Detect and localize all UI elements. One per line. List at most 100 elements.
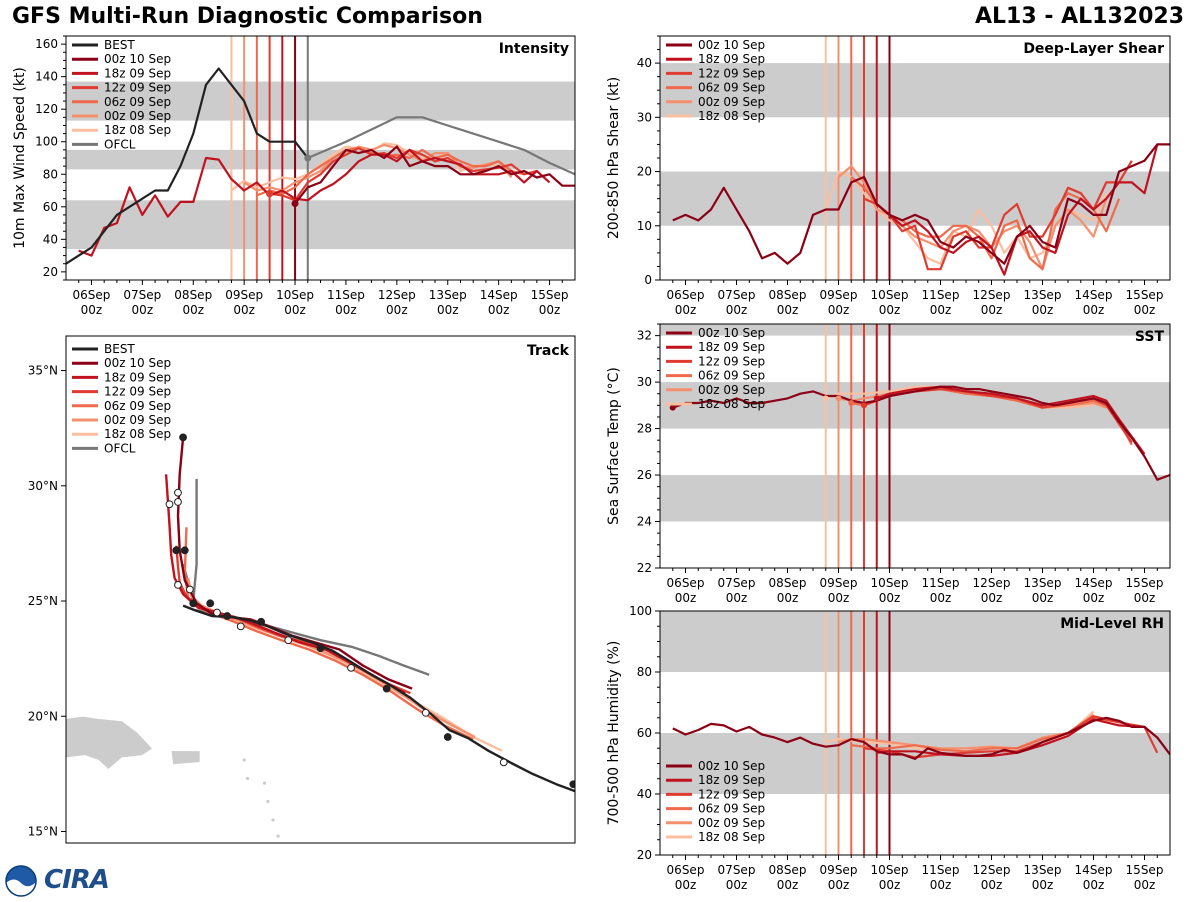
sst-y-tick-label: 22 (637, 561, 652, 575)
shear-band (660, 63, 1170, 118)
track-marker-open (236, 622, 245, 631)
sst-panel-title: SST (1135, 329, 1165, 345)
intensity-y-tick-label: 20 (43, 265, 58, 279)
rh-series-group (672, 710, 1170, 761)
rh-x-tick-label: 07Sep (718, 863, 756, 877)
track-legend-label: BEST (104, 342, 135, 356)
track-line (183, 527, 474, 741)
shear-x-tick-label: 09Sep (820, 288, 858, 302)
sst-y-tick-label: 28 (637, 422, 652, 436)
intensity-band (66, 81, 575, 121)
rh-x-tick-label: 00z (828, 878, 850, 892)
storm-id-title: AL13 - AL132023 (975, 4, 1184, 29)
track-marker-open (347, 663, 355, 672)
rh-x-tick-label: 14Sep (1075, 863, 1113, 877)
intensity-legend-label: 00z 10 Sep (104, 52, 171, 66)
track-legend-label: 18z 08 Sep (104, 427, 171, 441)
sst-y-tick-label: 26 (637, 468, 652, 482)
track-line (182, 604, 575, 793)
shear-x-tick-label: 11Sep (922, 288, 960, 302)
sst-x-tick-label: 00z (726, 591, 748, 605)
intensity-init-marker (266, 190, 274, 198)
intensity-legend-label: 18z 08 Sep (104, 123, 171, 137)
rh-series-line (838, 713, 1095, 750)
sst-x-tick-label: 00z (675, 591, 697, 605)
shear-x-tick-label: 00z (777, 303, 799, 317)
island-shape (271, 818, 275, 822)
sst-x-tick-label: 06Sep (667, 576, 705, 590)
intensity-x-tick-label: 00z (437, 303, 459, 317)
shear-legend-label: 12z 09 Sep (698, 66, 765, 80)
rh-x-tick-label: 12Sep (973, 863, 1011, 877)
rh-x-tick-label: 00z (930, 878, 952, 892)
track-legend-label: 00z 09 Sep (104, 413, 171, 427)
intensity-x-tick-label: 00z (386, 303, 408, 317)
intensity-x-tick-label: 14Sep (480, 288, 518, 302)
shear-x-tick-label: 12Sep (973, 288, 1011, 302)
intensity-x-tick-label: 00z (284, 303, 306, 317)
rh-x-tick-label: 00z (981, 878, 1003, 892)
rh-legend-label: 06z 09 Sep (698, 802, 765, 816)
shear-x-tick-label: 00z (1032, 303, 1054, 317)
shear-panel-title: Deep-Layer Shear (1023, 41, 1164, 57)
track-legend-label: 06z 09 Sep (104, 399, 171, 413)
rh-x-tick-label: 00z (879, 878, 901, 892)
sst-x-tick-label: 13Sep (1024, 576, 1062, 590)
intensity-y-tick-label: 160 (35, 37, 58, 51)
track-legend-label: OFCL (104, 441, 136, 455)
shear-series-line (672, 143, 1170, 265)
track-marker-open (284, 636, 293, 645)
shear-x-tick-label: 00z (726, 303, 748, 317)
track-line (187, 577, 476, 739)
noaa-cira-logo: CIRA (4, 864, 114, 898)
rh-x-tick-label: 09Sep (820, 863, 858, 877)
shear-y-tick-label: 30 (637, 110, 652, 124)
island-shape (245, 776, 250, 781)
sst-x-tick-label: 00z (777, 591, 799, 605)
intensity-x-tick-label: 00z (233, 303, 255, 317)
sst-x-tick-label: 08Sep (769, 576, 807, 590)
sst-x-tick-label: 09Sep (820, 576, 858, 590)
track-marker-filled (569, 780, 575, 789)
intensity-y-tick-label: 120 (35, 102, 58, 116)
intensity-legend-label: BEST (104, 38, 135, 52)
shear-y-tick-label: 0 (644, 273, 652, 287)
sst-legend-label: 18z 09 Sep (698, 340, 765, 354)
rh-panel-title: Mid-Level RH (1060, 616, 1164, 632)
sst-x-tick-label: 00z (828, 591, 850, 605)
track-marker-open (174, 580, 182, 589)
island-shape (262, 781, 267, 785)
rh-x-tick-label: 11Sep (922, 863, 960, 877)
island-shape (242, 758, 246, 762)
rh-legend-label: 18z 09 Sep (698, 773, 765, 787)
rh-x-tick-label: 10Sep (871, 863, 909, 877)
track-frame (65, 335, 576, 844)
rh-panel: 06Sep00z07Sep00z08Sep00z09Sep00z10Sep00z… (606, 604, 1171, 892)
sst-y-axis-label: Sea Surface Temp (°C) (606, 367, 622, 525)
track-marker-filled (206, 599, 215, 608)
rh-legend-label: 00z 09 Sep (698, 816, 765, 830)
track-map-group (66, 433, 575, 838)
intensity-x-tick-label: 13Sep (429, 288, 467, 302)
track-marker-open (421, 708, 430, 717)
land-shape (170, 750, 201, 765)
land-shape (66, 715, 153, 770)
intensity-legend-label: 00z 09 Sep (104, 109, 171, 123)
shear-x-tick-label: 14Sep (1075, 288, 1113, 302)
intensity-legend-label: 18z 09 Sep (104, 66, 171, 80)
sst-legend-label: 18z 08 Sep (698, 397, 765, 411)
track-legend-label: 00z 10 Sep (104, 356, 171, 370)
rh-band (660, 611, 1170, 672)
intensity-legend-label: 12z 09 Sep (104, 81, 171, 95)
rh-y-tick-label: 20 (637, 848, 652, 862)
intensity-x-tick-label: 12Sep (378, 288, 416, 302)
intensity-series-line (66, 67, 309, 265)
intensity-x-tick-label: 11Sep (327, 288, 365, 302)
shear-x-tick-label: 00z (1083, 303, 1105, 317)
sst-legend-label: 00z 10 Sep (698, 326, 765, 340)
sst-init-marker (848, 400, 855, 407)
track-marker-open (213, 608, 221, 617)
shear-x-tick-label: 10Sep (871, 288, 909, 302)
intensity-series-line (294, 145, 575, 205)
